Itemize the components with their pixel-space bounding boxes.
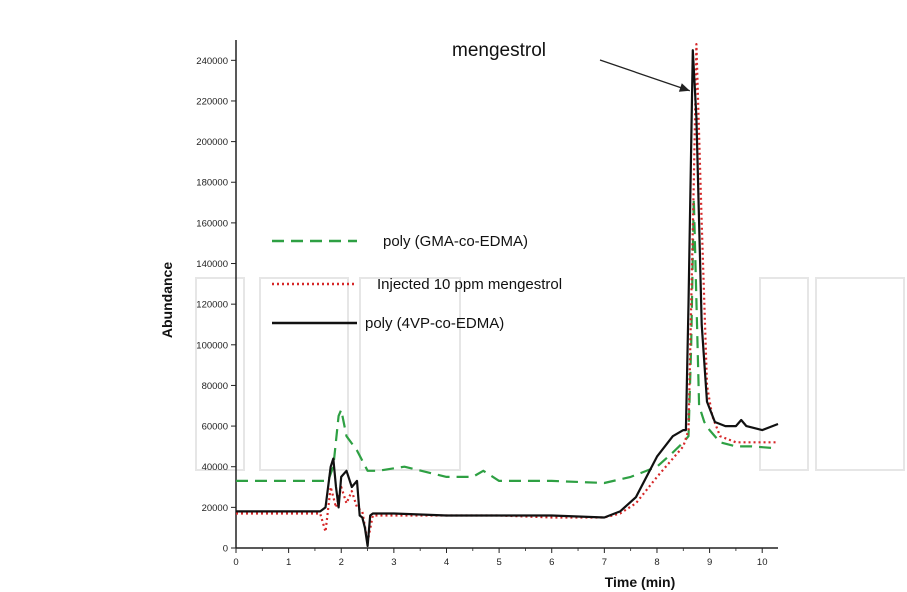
y-tick-label: 240000 [196, 56, 228, 67]
y-tick-label: 140000 [196, 259, 228, 270]
y-tick-label: 200000 [196, 137, 228, 148]
x-axis-title: Time (min) [605, 574, 676, 590]
legend: poly (GMA-co-EDMA) Injected 10 ppm menges… [272, 233, 562, 332]
annotation: mengestrol [452, 40, 691, 92]
background-watermark [195, 277, 905, 471]
legend-label-3: poly (4VP-co-EDMA) [365, 315, 504, 332]
y-tick-label: 120000 [196, 300, 228, 311]
x-tick-label: 8 [654, 557, 659, 568]
y-tick-label: 100000 [196, 340, 228, 351]
y-tick-label: 220000 [196, 96, 228, 107]
x-tick-label: 3 [391, 557, 396, 568]
annotation-label: mengestrol [452, 40, 546, 61]
annotation-arrow-line [599, 59, 691, 92]
x-tick-label: 9 [707, 557, 712, 568]
legend-label-2: Injected 10 ppm mengestrol [377, 276, 562, 293]
x-tick-label: 4 [444, 557, 449, 568]
y-tick-label: 40000 [202, 462, 228, 473]
y-tick-label: 160000 [196, 218, 228, 229]
series-line-3 [236, 49, 779, 548]
annotation-arrowhead [678, 83, 690, 92]
x-tick-label: 10 [757, 557, 768, 568]
series-lines [236, 43, 779, 548]
y-axis-title: Abundance [159, 262, 175, 338]
y-tick-label: 60000 [202, 422, 228, 433]
x-tick-label: 0 [233, 557, 238, 568]
axes: 0 20000 40000 60000 80000 100000 120000 140000 1… [196, 40, 778, 568]
y-tick-label: 80000 [202, 381, 228, 392]
y-tick-label: 20000 [202, 503, 228, 514]
legend-label-1: poly (GMA-co-EDMA) [383, 233, 528, 250]
series-line-2 [236, 43, 778, 543]
x-tick-label: 2 [339, 557, 344, 568]
x-tick-label: 7 [602, 557, 607, 568]
y-tick-label: 0 [223, 544, 228, 555]
y-tick-label: 180000 [196, 178, 228, 189]
x-tick-label: 6 [549, 557, 554, 568]
x-tick-label: 1 [286, 557, 291, 568]
x-tick-label: 5 [496, 557, 501, 568]
